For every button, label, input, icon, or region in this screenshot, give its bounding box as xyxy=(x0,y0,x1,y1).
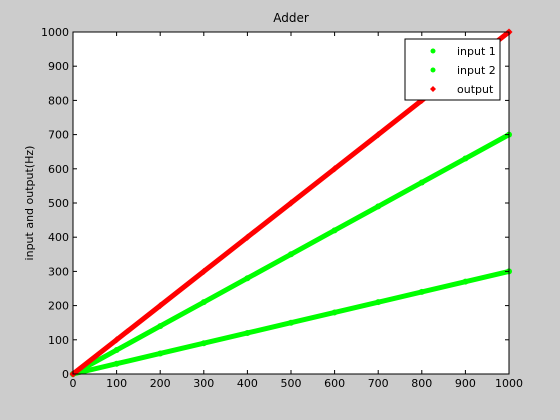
y-tick-label-4: 400 xyxy=(48,231,69,244)
legend-label-1: input 2 xyxy=(457,64,496,77)
data-point xyxy=(462,278,469,285)
data-point xyxy=(113,360,120,367)
data-point xyxy=(113,336,121,344)
legend-box xyxy=(404,38,501,101)
x-tick-label-9: 900 xyxy=(455,377,476,390)
data-point xyxy=(113,347,120,354)
legend-label-2: output xyxy=(457,83,494,96)
legend-marker-1 xyxy=(430,67,436,73)
data-point xyxy=(288,319,294,326)
data-point xyxy=(200,340,207,347)
y-tick-label-5: 500 xyxy=(48,197,69,210)
y-tick-label-1: 100 xyxy=(48,334,69,347)
data-point xyxy=(418,288,425,295)
data-point xyxy=(156,302,164,310)
y-tick-label-0: 0 xyxy=(62,368,69,381)
x-tick-label-7: 700 xyxy=(368,377,389,390)
data-point xyxy=(200,299,207,306)
data-point xyxy=(331,309,338,316)
x-tick-label-0: 0 xyxy=(70,377,77,390)
chart-title: Adder xyxy=(273,11,309,25)
y-tick-label-10: 1000 xyxy=(41,26,69,39)
x-tick-label-3: 300 xyxy=(193,377,214,390)
x-tick-label-10: 1000 xyxy=(495,377,523,390)
data-point xyxy=(157,350,164,357)
y-tick-label-6: 600 xyxy=(48,163,69,176)
data-point xyxy=(243,233,251,241)
data-point xyxy=(375,203,382,210)
legend-marker-0 xyxy=(430,48,436,54)
legend-label-0: input 1 xyxy=(457,45,496,58)
data-point xyxy=(244,329,251,336)
data-point xyxy=(157,323,164,330)
y-tick-label-2: 200 xyxy=(48,300,69,313)
data-point xyxy=(288,251,294,258)
y-tick-label-7: 700 xyxy=(48,129,69,142)
data-point xyxy=(331,227,338,234)
y-tick-label-3: 300 xyxy=(48,265,69,278)
data-point xyxy=(462,155,469,162)
data-point xyxy=(418,179,425,186)
data-point xyxy=(374,131,382,139)
tick-layer: 0 100 200 300 400 500 600 700 800 900 1000 0 100 200 3… xyxy=(41,26,523,390)
x-tick-label-6: 600 xyxy=(324,377,345,390)
x-tick-label-8: 800 xyxy=(411,377,432,390)
data-point xyxy=(331,165,339,173)
y-tick-label-9: 900 xyxy=(48,60,69,73)
x-tick-label-1: 100 xyxy=(106,377,127,390)
series-input-1 xyxy=(70,268,512,377)
x-tick-label-5: 500 xyxy=(281,377,302,390)
legend: input 1 input 2 output xyxy=(404,38,501,101)
data-point xyxy=(375,299,382,306)
data-point xyxy=(287,199,295,207)
x-tick-label-2: 200 xyxy=(150,377,171,390)
x-tick-label-4: 400 xyxy=(237,377,258,390)
data-point xyxy=(244,275,251,282)
legend-marker-2 xyxy=(430,86,436,92)
y-axis-label: input and output(Hz) xyxy=(23,146,36,261)
series-input-2 xyxy=(70,131,512,377)
data-point xyxy=(200,267,208,275)
y-tick-label-8: 800 xyxy=(48,94,69,107)
